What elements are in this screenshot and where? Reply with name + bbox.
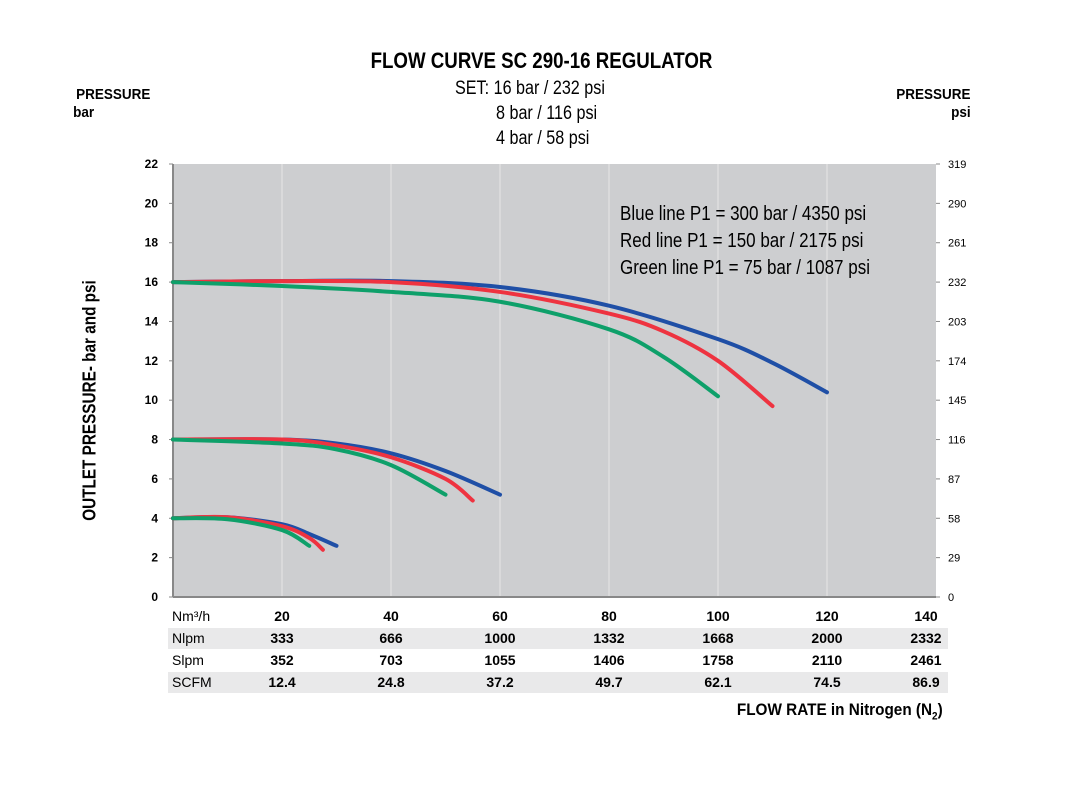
- table-cell: 352: [270, 652, 294, 668]
- table-cell: 49.7: [595, 674, 623, 690]
- legend-red: Red line P1 = 150 bar / 2175 psi: [620, 230, 864, 252]
- y-tick-label: 22: [145, 157, 159, 171]
- y-tick-label-psi: 0: [948, 592, 954, 604]
- table-cell: 2110: [811, 652, 843, 668]
- table-cell: 666: [379, 630, 403, 646]
- y-tick-label-psi: 319: [948, 159, 966, 171]
- table-cell: 1758: [702, 652, 734, 668]
- series-green-16bar: [171, 280, 720, 399]
- row-label: Nlpm: [172, 630, 205, 646]
- x-axis-label: FLOW RATE in Nitrogen (N2): [737, 700, 943, 723]
- y-tick-label-psi: 174: [948, 356, 966, 368]
- y-tick-label: 2: [151, 551, 158, 565]
- series-red-8bar: [171, 437, 475, 503]
- y-tick-label: 18: [145, 236, 159, 250]
- table-cell: 2000: [811, 630, 843, 646]
- table-cell: 140: [914, 608, 938, 624]
- y-tick-label-psi: 87: [948, 474, 960, 486]
- table-cell: 1332: [593, 630, 625, 646]
- y-tick-label-psi: 232: [948, 277, 966, 289]
- table-row: Nlpm 333 666 1000 1332 1668 2000 2332: [168, 628, 948, 649]
- table-cell: 1000: [484, 630, 516, 646]
- table-cell: 703: [379, 652, 403, 668]
- y-tick-label: 16: [145, 275, 159, 289]
- y-tick-label: 8: [151, 433, 158, 447]
- subtitle-line-3: 4 bar / 58 psi: [496, 128, 590, 149]
- subtitle-line-1: SET: 16 bar / 232 psi: [455, 78, 605, 99]
- y-tick-label: 14: [145, 314, 159, 328]
- row-label: Slpm: [172, 652, 204, 668]
- table-cell: 333: [270, 630, 294, 646]
- y-tick-label: 10: [145, 393, 159, 407]
- left-axis-header: PRESSURE: [76, 86, 151, 103]
- table-cell: 1055: [484, 652, 516, 668]
- y-tick-label-psi: 145: [948, 395, 966, 407]
- table-cell: 12.4: [268, 674, 296, 690]
- chart-title: FLOW CURVE SC 290-16 REGULATOR: [370, 48, 713, 73]
- series-green-4bar: [171, 516, 312, 548]
- y-tick-label: 0: [151, 590, 158, 604]
- y-tick-label: 12: [145, 354, 159, 368]
- table-cell: 2461: [910, 652, 942, 668]
- table-row: Slpm 352 703 1055 1406 1758 2110 2461: [168, 650, 948, 671]
- y-tick-label-psi: 290: [948, 198, 966, 210]
- y-tick-label: 20: [145, 196, 159, 210]
- table-cell: 80: [601, 608, 617, 624]
- right-axis-header: PRESSURE: [896, 86, 971, 103]
- left-axis-unit: bar: [73, 104, 95, 121]
- table-cell: 20: [274, 608, 290, 624]
- y-tick-label-psi: 116: [948, 435, 966, 447]
- right-axis-unit: psi: [951, 104, 971, 121]
- y-tick-label-psi: 58: [948, 513, 960, 525]
- table-cell: 40: [383, 608, 399, 624]
- y-tick-label-psi: 261: [948, 238, 966, 250]
- row-label: SCFM: [172, 674, 212, 690]
- legend-green: Green line P1 = 75 bar / 1087 psi: [620, 257, 870, 279]
- table-cell: 74.5: [813, 674, 841, 690]
- y-tick-label-psi: 203: [948, 316, 966, 328]
- legend-blue: Blue line P1 = 300 bar / 4350 psi: [620, 203, 867, 225]
- y-tick-label-psi: 29: [948, 553, 960, 565]
- y-tick-label: 4: [151, 511, 158, 525]
- table-cell: 62.1: [704, 674, 732, 690]
- table-cell: 1668: [702, 630, 734, 646]
- subtitle-line-2: 8 bar / 116 psi: [496, 103, 598, 124]
- series-red-16bar: [171, 278, 775, 409]
- table-cell: 86.9: [912, 674, 940, 690]
- table-cell: 100: [706, 608, 730, 624]
- row-label: Nm³/h: [172, 608, 211, 624]
- table-cell: 24.8: [377, 674, 405, 690]
- table-cell: 120: [815, 608, 839, 624]
- y-tick-label: 6: [151, 472, 158, 486]
- table-cell: 1406: [593, 652, 625, 668]
- table-cell: 60: [492, 608, 508, 624]
- table-cell: 37.2: [486, 674, 514, 690]
- table-row: Nm³/h 20 40 60 80 100 120 140: [168, 606, 948, 627]
- table-row: SCFM 12.4 24.8 37.2 49.7 62.1 74.5 86.9: [168, 672, 948, 693]
- table-cell: 2332: [910, 630, 942, 646]
- series-green-8bar: [171, 437, 448, 497]
